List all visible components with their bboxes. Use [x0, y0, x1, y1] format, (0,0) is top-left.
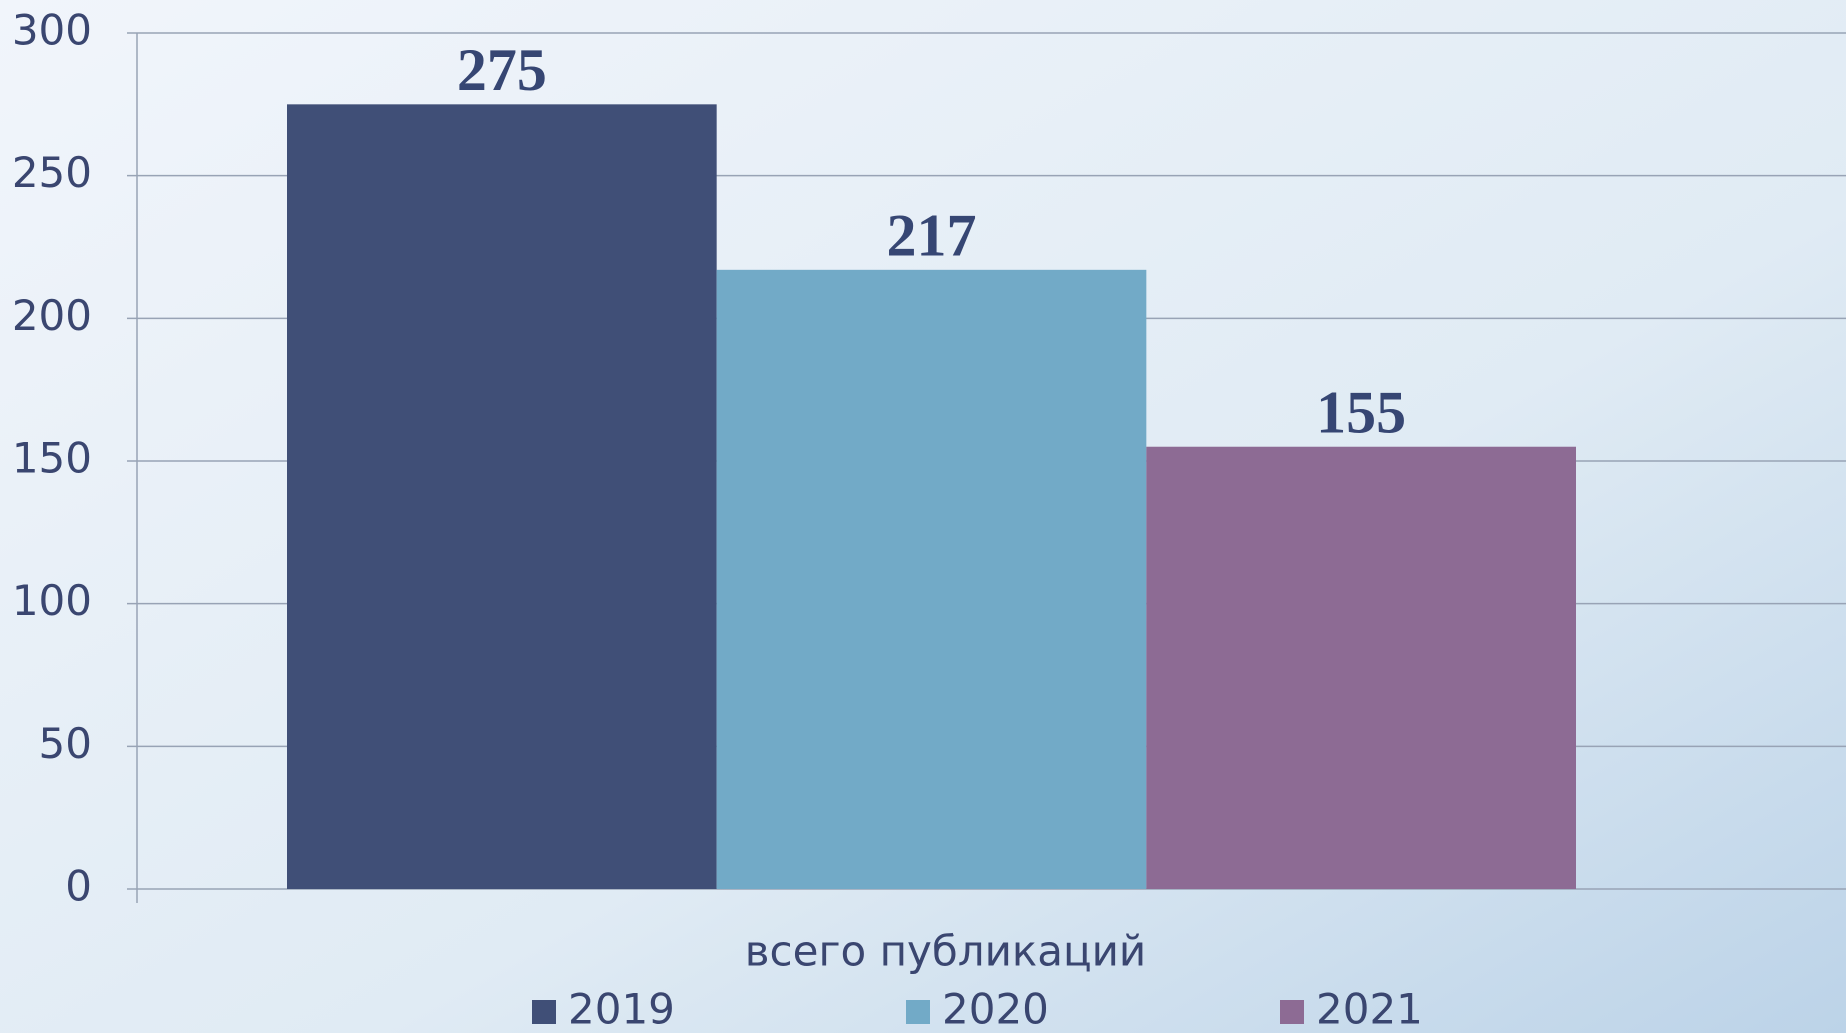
legend-swatch	[532, 1000, 556, 1024]
y-tick-label: 100	[12, 576, 92, 625]
legend-label: 2020	[942, 985, 1049, 1033]
legend-swatch	[1280, 1000, 1304, 1024]
data-label: 155	[1316, 379, 1406, 445]
legend-label: 2021	[1316, 985, 1423, 1033]
y-tick-label: 50	[39, 719, 92, 768]
data-label: 275	[457, 37, 547, 103]
legend-swatch	[906, 1000, 930, 1024]
bar	[716, 269, 1147, 889]
y-tick-label: 0	[65, 862, 92, 911]
bar	[1146, 446, 1576, 889]
y-tick-label: 300	[12, 6, 92, 55]
y-tick-label: 150	[12, 434, 92, 483]
y-tick-label: 250	[12, 148, 92, 197]
legend-label: 2019	[568, 985, 675, 1033]
y-tick-label: 200	[12, 291, 92, 340]
data-label: 217	[887, 203, 977, 269]
bar	[287, 104, 717, 890]
x-tick-label: всего публикаций	[745, 927, 1146, 976]
